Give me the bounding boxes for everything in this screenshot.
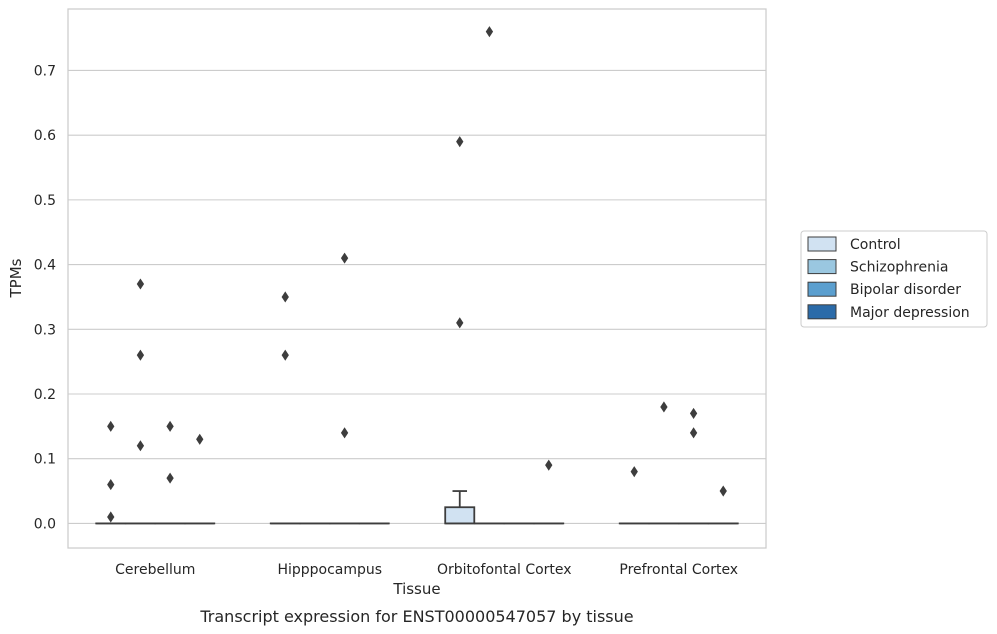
boxes	[95, 490, 739, 525]
outlier-point	[660, 401, 668, 413]
grid-lines	[68, 69, 766, 524]
y-tick-label: 0.5	[34, 193, 56, 209]
y-tick-label: 0.1	[34, 452, 56, 468]
y-tick-label: 0.0	[34, 516, 56, 532]
y-tick-label: 0.6	[34, 128, 56, 144]
outlier-point	[456, 317, 464, 329]
outlier-point	[107, 420, 115, 432]
legend-frame	[800, 230, 988, 328]
legend-label: Major depression	[850, 305, 970, 321]
outlier-point	[166, 472, 174, 484]
x-tick-label: Hipppocampus	[277, 562, 382, 578]
legend-swatch	[807, 281, 837, 297]
outlier-point	[340, 252, 349, 264]
outlier-point	[719, 485, 727, 497]
x-tick-label: Prefrontal Cortex	[619, 562, 738, 578]
legend: Control Schizophrenia Bipolar disorder Majo…	[800, 230, 988, 328]
outlier-point	[689, 407, 698, 419]
outlier-point	[456, 136, 464, 148]
outlier-point	[166, 420, 174, 432]
outlier-point	[689, 427, 698, 439]
y-axis-label: TPMs	[7, 258, 25, 298]
outlier-point	[196, 433, 204, 445]
legend-label: Control	[850, 237, 901, 253]
legend-label: Bipolar disorder	[850, 282, 961, 298]
y-axis-ticks: 0.0 0.1 0.2 0.3 0.4 0.5 0.6 0.7	[34, 63, 56, 532]
legend-swatch	[807, 259, 837, 275]
outlier-point	[136, 278, 145, 290]
x-axis-ticks: Cerebellum Hipppocampus Orbitofontal Corte…	[115, 562, 738, 578]
box-control	[444, 490, 476, 525]
legend-label: Schizophrenia	[850, 260, 948, 276]
outlier-point	[281, 349, 289, 361]
outlier-point	[340, 427, 349, 439]
outlier-point	[630, 466, 638, 478]
x-tick-label: Cerebellum	[115, 562, 195, 578]
outliers	[107, 26, 727, 523]
y-tick-label: 0.4	[34, 258, 56, 274]
y-tick-label: 0.2	[34, 387, 56, 403]
outlier-point	[485, 26, 494, 38]
x-axis-label: Tissue	[392, 580, 440, 598]
outlier-point	[136, 349, 145, 361]
outlier-point	[281, 291, 289, 303]
outlier-point	[545, 459, 553, 471]
outlier-point	[107, 511, 115, 523]
y-tick-label: 0.3	[34, 322, 56, 338]
outlier-point	[107, 479, 115, 491]
chart-caption: Transcript expression for ENST0000054705…	[199, 607, 633, 626]
x-tick-label: Orbitofontal Cortex	[437, 562, 572, 578]
outlier-point	[136, 440, 145, 452]
y-tick-label: 0.7	[34, 63, 56, 79]
box-body	[444, 506, 476, 525]
legend-swatch	[807, 236, 837, 252]
legend-swatch	[807, 304, 837, 320]
plot-area-frame	[67, 8, 767, 549]
